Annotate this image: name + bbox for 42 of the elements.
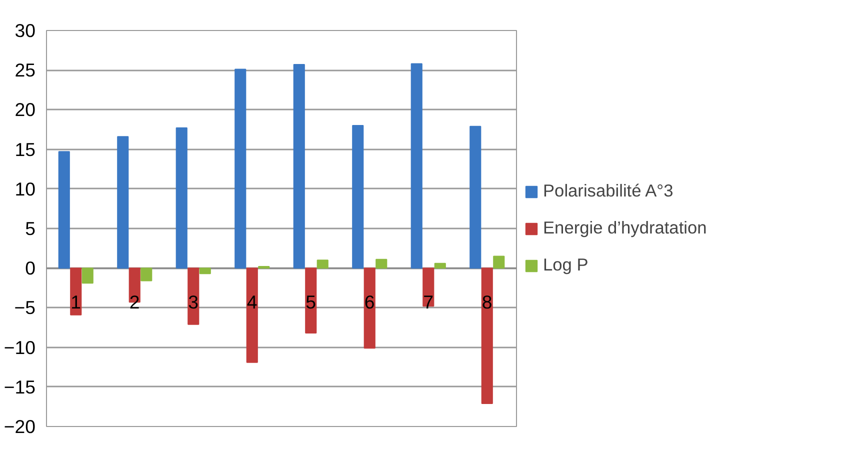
- legend-label: Polarisabilité A°3: [543, 180, 674, 202]
- y-tick-label: 30: [14, 20, 36, 41]
- x-tick-label: 4: [246, 292, 258, 313]
- bar: [188, 268, 200, 325]
- y-tick-label: −15: [4, 376, 36, 398]
- bar: [316, 260, 328, 269]
- y-tick-label: 15: [14, 138, 36, 160]
- bar: [246, 268, 258, 363]
- y-tick-label: −20: [4, 416, 36, 437]
- x-tick-label: 8: [482, 292, 492, 313]
- bar: [58, 151, 70, 269]
- bar: [376, 258, 388, 269]
- y-tick-label: −10: [4, 336, 36, 358]
- legend-label: Energie d’hydratation: [543, 218, 707, 238]
- y-tick-label: 5: [25, 218, 36, 239]
- x-tick-label: 1: [70, 292, 82, 313]
- bar: [82, 268, 94, 284]
- x-tick-label: 3: [188, 292, 199, 313]
- bar: [364, 268, 376, 349]
- bar: [470, 126, 482, 269]
- bar: [234, 68, 246, 269]
- x-tick-label: 2: [129, 292, 140, 313]
- bar: [410, 63, 422, 269]
- y-tick-label: 20: [14, 99, 36, 120]
- bar: [434, 262, 446, 269]
- bar: [140, 268, 152, 282]
- y-tick-label: −5: [14, 297, 36, 318]
- x-tick-label: 5: [306, 292, 316, 313]
- y-tick-label: 10: [14, 178, 36, 200]
- y-tick-label: 0: [25, 258, 36, 279]
- bar: [293, 64, 305, 269]
- bar: [305, 268, 317, 334]
- legend-label: Log P: [543, 254, 588, 276]
- bar: [493, 256, 505, 269]
- bar: [176, 127, 188, 269]
- bar: [199, 268, 211, 274]
- bar: [117, 136, 129, 269]
- bar: [70, 268, 82, 316]
- x-tick-label: 6: [364, 292, 375, 313]
- y-tick-label: 25: [14, 60, 36, 81]
- bar: [352, 125, 364, 269]
- bar: [481, 268, 493, 404]
